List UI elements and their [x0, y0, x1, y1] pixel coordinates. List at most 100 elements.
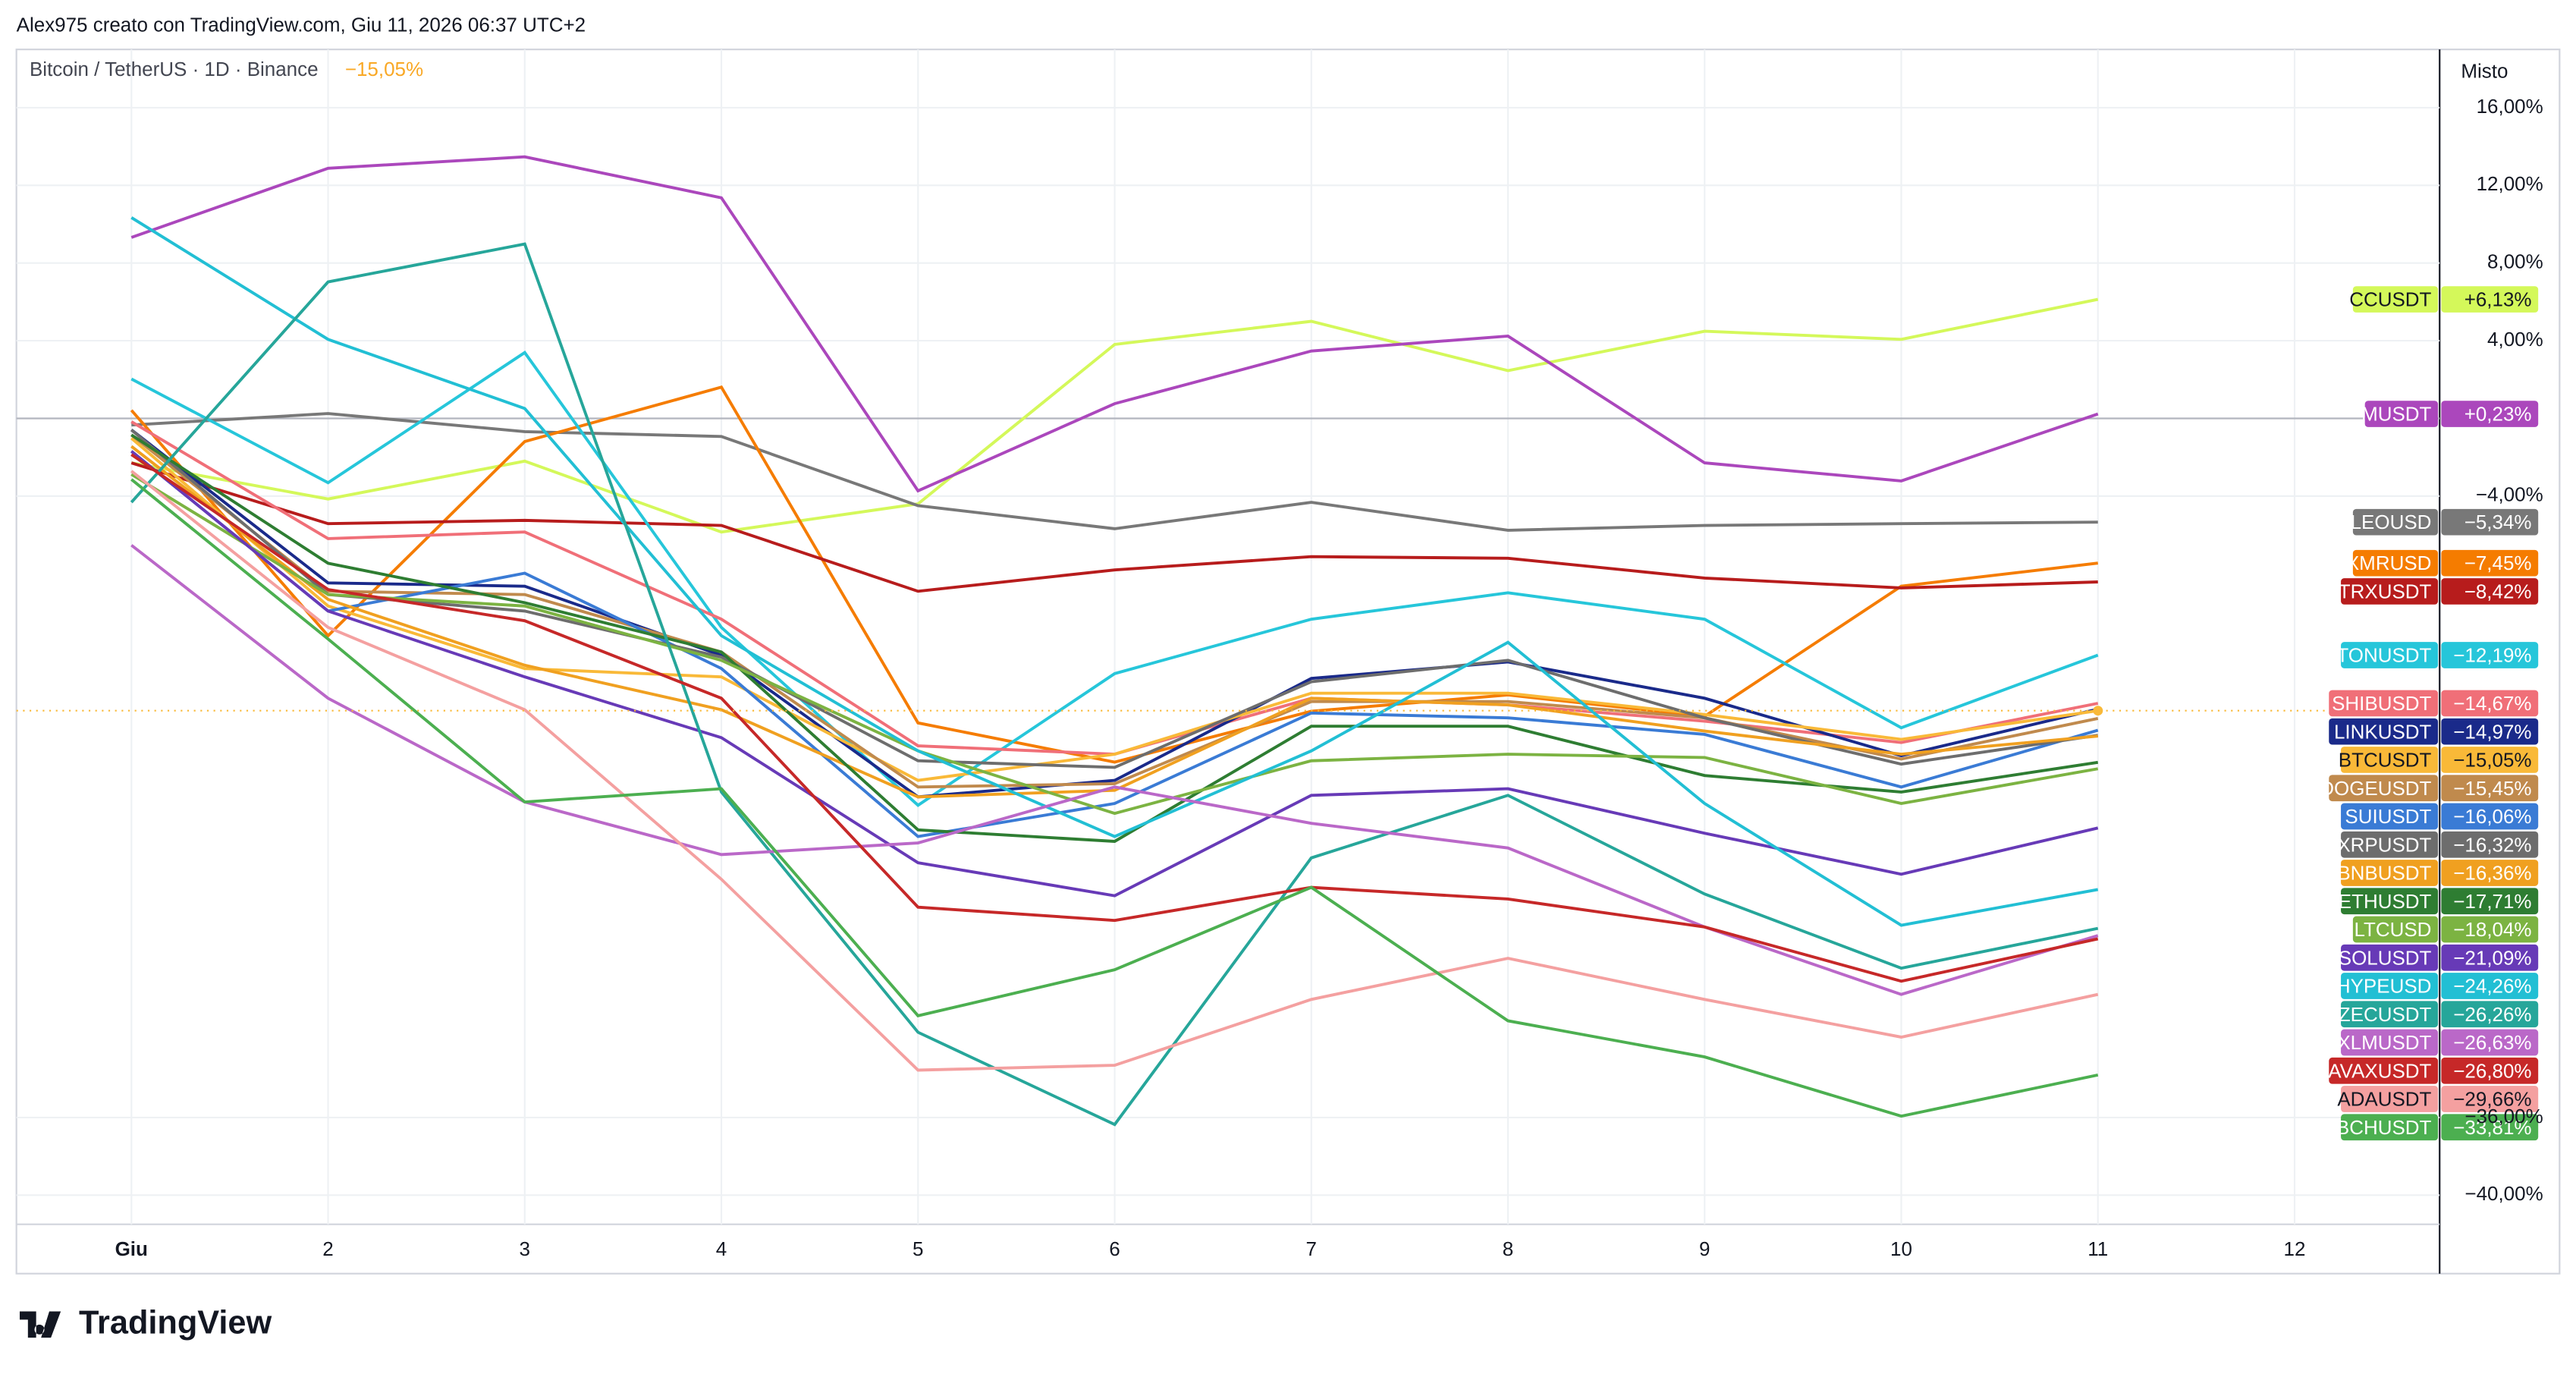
series-name: TONUSDT [2336, 644, 2431, 667]
value-label: −29,66% [2453, 1088, 2531, 1111]
x-tick-label: 5 [913, 1237, 923, 1260]
series-name-box [2341, 860, 2439, 886]
value-box [2441, 1086, 2539, 1112]
value-box [2441, 888, 2539, 915]
series-name-box [2341, 578, 2439, 605]
value-box [2441, 642, 2539, 668]
series-line [130, 155, 2099, 493]
y-tick-label: −36,00% [2464, 1105, 2543, 1127]
value-label: −26,80% [2453, 1059, 2531, 1082]
value-label: −26,63% [2453, 1031, 2531, 1054]
series-line [130, 473, 2099, 816]
value-label: +0,23% [2464, 403, 2532, 426]
value-label: −24,26% [2453, 975, 2531, 998]
value-box [2441, 718, 2539, 745]
series-name-box [2352, 508, 2439, 536]
series-lines [16, 155, 2440, 1127]
x-tick-label: 8 [1503, 1237, 1513, 1260]
value-label: −15,45% [2453, 777, 2531, 800]
value-label: −18,04% [2453, 918, 2531, 941]
value-label: −16,32% [2453, 833, 2531, 856]
value-box [2441, 1029, 2539, 1056]
series-line [130, 461, 2098, 593]
series-name: BCHUSDT [2336, 1116, 2432, 1139]
value-label: −16,06% [2453, 805, 2531, 828]
y-tick-label: 12,00% [2477, 172, 2543, 195]
series-name-box [2329, 775, 2439, 802]
series-name: XMRUSD [2346, 552, 2432, 574]
series-name: AVAXUSDT [2328, 1059, 2431, 1082]
x-tick-label: 12 [2284, 1237, 2306, 1260]
value-label: −5,34% [2464, 511, 2532, 533]
value-box [2441, 1057, 2539, 1084]
symbol-change: −15,05% [345, 58, 423, 80]
series-line [130, 450, 2099, 838]
series-name: XLMUSDT [2337, 1031, 2431, 1054]
x-tick-label: Giu [115, 1237, 148, 1260]
series-name-box [2341, 831, 2439, 858]
value-box [2441, 1114, 2539, 1141]
value-label: −15,05% [2453, 749, 2531, 772]
value-box [2441, 286, 2539, 313]
value-box [2441, 549, 2539, 577]
value-label: −17,71% [2453, 890, 2531, 913]
x-tick-label: 7 [1306, 1237, 1317, 1260]
series-name-box [2341, 747, 2439, 773]
value-box [2441, 803, 2539, 830]
series-name-box [2352, 286, 2439, 313]
x-tick-label: 11 [2088, 1237, 2108, 1260]
series-name: MUSDT [2361, 403, 2431, 426]
series-name: DOGEUSDT [2320, 777, 2431, 800]
series-line [131, 412, 2098, 532]
series-name: ETHUSDT [2339, 890, 2432, 913]
grid [16, 49, 2440, 1225]
series-name: LEOUSD [2351, 511, 2432, 533]
series-name: TRXUSDT [2339, 580, 2432, 602]
series-line [130, 445, 2098, 799]
series-name-box [2341, 1029, 2439, 1056]
series-name-box [2329, 690, 2439, 717]
scale-mode: Misto [2461, 59, 2508, 82]
series-name-box [2341, 1001, 2439, 1028]
symbol-line: Bitcoin / TetherUS · 1D · Binance [30, 58, 319, 80]
series-name-box [2341, 642, 2439, 668]
value-box [2441, 578, 2539, 605]
x-tick-label: 6 [1109, 1237, 1120, 1260]
value-box [2441, 1001, 2539, 1028]
series-line [130, 297, 2099, 534]
y-tick-label: −4,00% [2476, 483, 2543, 506]
series-name-box [2341, 803, 2439, 830]
series-name: BNBUSDT [2337, 862, 2431, 885]
value-label: −26,26% [2453, 1003, 2531, 1026]
value-box [2441, 690, 2539, 717]
series-name-box [2341, 944, 2439, 971]
x-tick-label: 9 [1699, 1237, 1710, 1260]
x-tick-label: 4 [716, 1237, 727, 1260]
value-label: −14,97% [2453, 720, 2531, 743]
author-line: Alex975 creato con TradingView.com, Giu … [17, 14, 586, 36]
value-label: −14,67% [2453, 692, 2531, 715]
y-tick-label: 16,00% [2477, 95, 2543, 118]
series-name: SHIBUSDT [2332, 692, 2431, 715]
value-label: −8,42% [2464, 580, 2532, 602]
value-box [2441, 860, 2539, 886]
series-name: ADAUSDT [2337, 1088, 2431, 1111]
series-name-box [2329, 718, 2439, 745]
series-name: SOLUSDT [2339, 946, 2432, 969]
value-box [2441, 831, 2539, 858]
series-line [130, 429, 2099, 769]
x-tick-label: 10 [1890, 1237, 1912, 1260]
value-box [2441, 944, 2539, 971]
brand-logo: TradingView [19, 1304, 272, 1341]
value-box [2441, 775, 2539, 802]
series-line [130, 437, 2099, 782]
x-tick-label: 3 [520, 1237, 530, 1260]
series-line [130, 351, 2099, 807]
value-box [2441, 747, 2539, 773]
series-line [130, 433, 2099, 843]
series-line [130, 450, 2099, 898]
series-line [130, 544, 2099, 996]
